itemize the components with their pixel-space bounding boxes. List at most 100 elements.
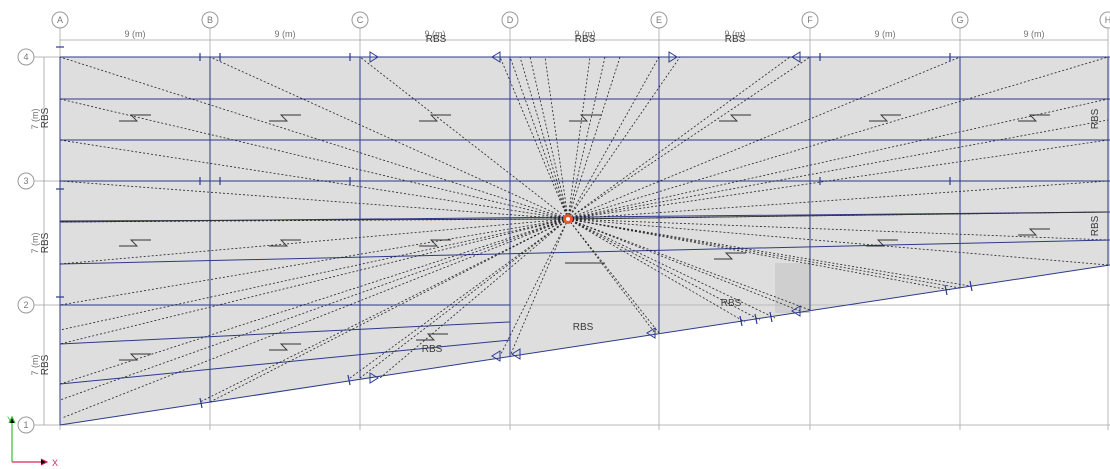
grid-label-a: A [57,15,63,25]
rbs-triangle-icon[interactable] [511,348,521,360]
strut-line [567,139,1109,220]
deck-span-direction-icon[interactable] [1018,114,1050,122]
beam-secondary[interactable] [59,321,511,345]
strut-line [567,218,660,334]
deck-span-direction-icon[interactable] [1018,228,1050,236]
grid-label-h: H [1105,15,1110,25]
deck-line [59,218,569,222]
grid-label-c: C [357,15,364,25]
strut-line [567,218,951,291]
grid-label-3: 3 [23,176,28,186]
slab-shaded-patch [775,263,810,313]
strut-line [209,218,569,403]
deck-span-direction-icon[interactable] [269,114,301,122]
grid-label-g: G [956,15,963,25]
grid-bubble-1[interactable]: 1 [17,416,35,434]
grid-bubble-d[interactable]: D [501,11,519,29]
strut-line [509,56,569,220]
strut-line [59,98,569,220]
deck-span-direction-icon[interactable] [269,239,301,247]
grid-bubble-2[interactable]: 2 [17,296,35,314]
rbs-label-right-32: RBS [1090,215,1101,236]
beam-edge-diagonal[interactable] [59,264,1110,426]
rbs-triangle-icon[interactable] [369,51,379,63]
dimension-string-y: 7 (m) 7 (m) 7 (m) [30,57,45,425]
strut-line [567,218,761,321]
strut-line [59,180,569,220]
strut-line [349,218,569,379]
strut-line [59,139,569,220]
rbs-triangle-icon[interactable] [668,51,678,63]
strut-line [519,56,569,220]
grid-label-e: E [656,15,662,25]
grid-bubbles-y: 4 3 2 1 [17,48,35,434]
slab-region [60,57,1110,425]
strut-line [59,56,569,220]
grid-label-d: D [507,15,514,25]
rbs-triangle-icon[interactable] [646,327,656,339]
grid-bubble-b[interactable]: B [201,11,219,29]
deck-span-direction-icon[interactable] [419,239,451,247]
rbs-triangle-icon[interactable] [369,372,379,384]
deck-direction-icons [119,114,1050,361]
deck-span-direction-icon[interactable] [869,114,901,122]
rbs-triangle-icon[interactable] [491,350,501,362]
strut-line [499,56,569,220]
strut-line [59,218,569,385]
deck-span-direction-icon[interactable] [269,343,301,351]
strut-line [509,218,569,357]
dimension-label-32: 7 (m) [30,233,40,254]
deck-span-direction-icon[interactable] [719,114,751,122]
strut-line [499,218,569,357]
strut-line [567,98,1109,220]
grid-label-1: 1 [23,420,28,430]
strut-line [567,218,801,312]
axis-y-label: Y [7,415,13,425]
rbs-label-bottom-ef: RBS [721,298,742,309]
strut-line [567,218,811,311]
grid-bubbles-x: A B C D E F G H [51,11,1110,29]
grid-bubble-e[interactable]: E [650,11,668,29]
axis-triad: Y X [7,415,58,468]
strut-line [567,56,1109,220]
grid-bubble-h[interactable]: H [1099,11,1110,29]
beam-end-ticks [56,46,973,409]
strut-line [567,56,621,220]
grid-bubble-a[interactable]: A [51,11,69,29]
dimension-label-ab: 9 (m) [125,29,146,39]
strut-lines [59,56,1109,419]
dimension-label-cd: 9 (m) [425,29,446,39]
rbs-label-bottom-cd: RBS [422,344,443,355]
grid-bubble-g[interactable]: G [951,11,969,29]
deck-span-direction-icon[interactable] [119,114,151,122]
rbs-triangle-icon[interactable] [791,305,801,317]
grid-bubble-3[interactable]: 3 [17,172,35,190]
grid-bubble-f[interactable]: F [801,11,819,29]
deck-span-direction-icon[interactable] [119,353,151,361]
beam-secondary[interactable] [59,239,1110,265]
deck-span-direction-icon[interactable] [419,114,451,122]
deck-span-direction-icon[interactable] [416,333,448,341]
strut-line [61,218,569,419]
grid-bubble-c[interactable]: C [351,11,369,29]
deck-span-direction-icon[interactable] [714,252,746,260]
rbs-label-bottom-de: RBS [573,322,594,333]
rbs-triangle-icon[interactable] [791,51,801,63]
deck-span-direction-icon[interactable] [119,239,151,247]
strut-line [567,56,681,220]
dimension-string-x: 9 (m) 9 (m) 9 (m) 9 (m) 9 (m) 9 (m) 9 (m… [60,29,1108,41]
strut-line [544,56,569,220]
point-load-marker[interactable] [563,214,573,224]
grid-bubble-4[interactable]: 4 [17,48,35,66]
strut-line [567,56,660,220]
rbs-triangle-icon[interactable] [491,51,501,63]
rbs-label-cd: RBS [426,34,447,45]
rbs-label-de: RBS [575,34,596,45]
grid-label-4: 4 [23,52,28,62]
beam-secondary[interactable] [59,339,511,385]
grid-label-f: F [807,15,813,25]
strut-line [567,56,591,220]
deck-span-direction-icon[interactable] [866,239,898,247]
deck-span-direction-icon[interactable] [569,114,601,122]
